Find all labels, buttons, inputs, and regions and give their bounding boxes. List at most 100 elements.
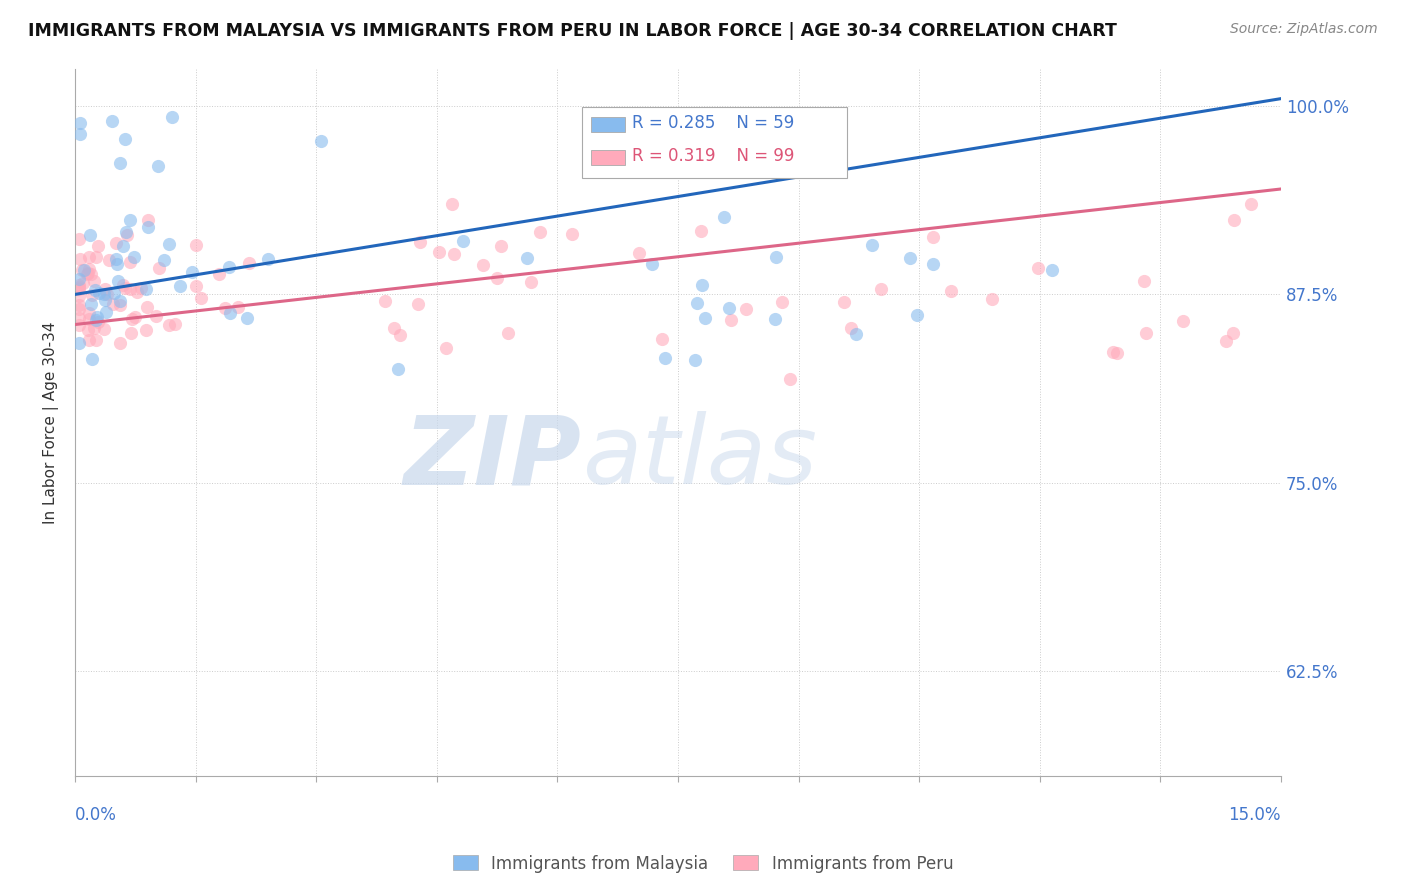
Y-axis label: In Labor Force | Age 30-34: In Labor Force | Age 30-34: [44, 321, 59, 524]
Point: [218, 305, 240, 319]
Point: [190, 291, 212, 305]
Text: 0.0%: 0.0%: [75, 806, 117, 824]
Point: [79, 227, 101, 242]
Point: [136, 300, 159, 314]
Point: [112, 277, 135, 292]
Bar: [591, 117, 626, 132]
Point: [309, 134, 332, 148]
Point: [72, 262, 94, 277]
Point: [69, 252, 91, 266]
Point: [779, 372, 801, 386]
Point: [720, 313, 742, 327]
Point: [695, 311, 717, 326]
Point: [80, 351, 103, 366]
Point: [654, 351, 676, 365]
Point: [72, 277, 94, 291]
Point: [86, 310, 108, 324]
Point: [83, 321, 105, 335]
Point: [520, 275, 543, 289]
Point: [489, 239, 512, 253]
Point: [67, 277, 90, 292]
Point: [153, 252, 176, 267]
Point: [486, 271, 509, 285]
Point: [980, 292, 1002, 306]
Point: [107, 274, 129, 288]
Point: [86, 251, 108, 265]
Text: R = 0.319    N = 99: R = 0.319 N = 99: [633, 147, 794, 165]
Point: [387, 362, 409, 376]
Bar: [591, 150, 626, 166]
Point: [162, 110, 184, 124]
Point: [184, 237, 207, 252]
Point: [1215, 334, 1237, 348]
Point: [93, 322, 115, 336]
Point: [77, 323, 100, 337]
Point: [921, 257, 943, 271]
Point: [98, 252, 121, 267]
Text: IMMIGRANTS FROM MALAYSIA VS IMMIGRANTS FROM PERU IN LABOR FORCE | AGE 30-34 CORR: IMMIGRANTS FROM MALAYSIA VS IMMIGRANTS F…: [28, 22, 1116, 40]
Point: [108, 293, 131, 308]
Point: [67, 289, 90, 303]
Point: [765, 251, 787, 265]
Point: [922, 230, 945, 244]
Point: [77, 250, 100, 264]
Point: [108, 336, 131, 351]
Point: [121, 312, 143, 326]
Point: [1171, 314, 1194, 328]
Point: [1135, 326, 1157, 340]
Point: [1239, 197, 1261, 211]
Point: [496, 326, 519, 341]
Point: [388, 328, 411, 343]
Point: [84, 334, 107, 348]
Point: [561, 227, 583, 241]
Point: [148, 260, 170, 275]
Point: [184, 278, 207, 293]
Point: [1101, 344, 1123, 359]
Point: [120, 282, 142, 296]
Point: [67, 298, 90, 312]
Point: [135, 323, 157, 337]
Point: [94, 293, 117, 307]
Point: [101, 113, 124, 128]
Point: [118, 213, 141, 227]
Point: [1107, 346, 1129, 360]
Point: [690, 277, 713, 292]
Point: [1042, 263, 1064, 277]
Point: [409, 235, 432, 249]
Point: [76, 267, 98, 281]
Point: [472, 258, 495, 272]
Point: [125, 285, 148, 300]
Point: [845, 326, 868, 341]
Point: [108, 156, 131, 170]
Point: [440, 197, 463, 211]
Legend: Immigrants from Malaysia, Immigrants from Peru: Immigrants from Malaysia, Immigrants fro…: [446, 848, 960, 880]
Point: [941, 284, 963, 298]
Point: [529, 226, 551, 240]
Point: [136, 213, 159, 227]
Point: [104, 252, 127, 266]
Point: [214, 301, 236, 315]
Point: [103, 286, 125, 301]
Point: [77, 311, 100, 326]
Point: [257, 252, 280, 266]
Point: [443, 247, 465, 261]
Point: [641, 257, 664, 271]
Point: [89, 286, 111, 301]
Point: [93, 287, 115, 301]
Point: [69, 272, 91, 286]
Point: [120, 326, 142, 340]
Point: [84, 312, 107, 326]
Point: [406, 297, 429, 311]
Point: [67, 310, 90, 325]
Point: [713, 211, 735, 225]
Point: [82, 288, 104, 302]
Point: [69, 127, 91, 141]
Point: [124, 310, 146, 325]
Text: atlas: atlas: [582, 411, 817, 504]
Point: [67, 336, 90, 351]
Point: [382, 320, 405, 334]
Point: [628, 245, 651, 260]
Point: [77, 333, 100, 347]
Point: [453, 235, 475, 249]
Point: [157, 318, 180, 332]
